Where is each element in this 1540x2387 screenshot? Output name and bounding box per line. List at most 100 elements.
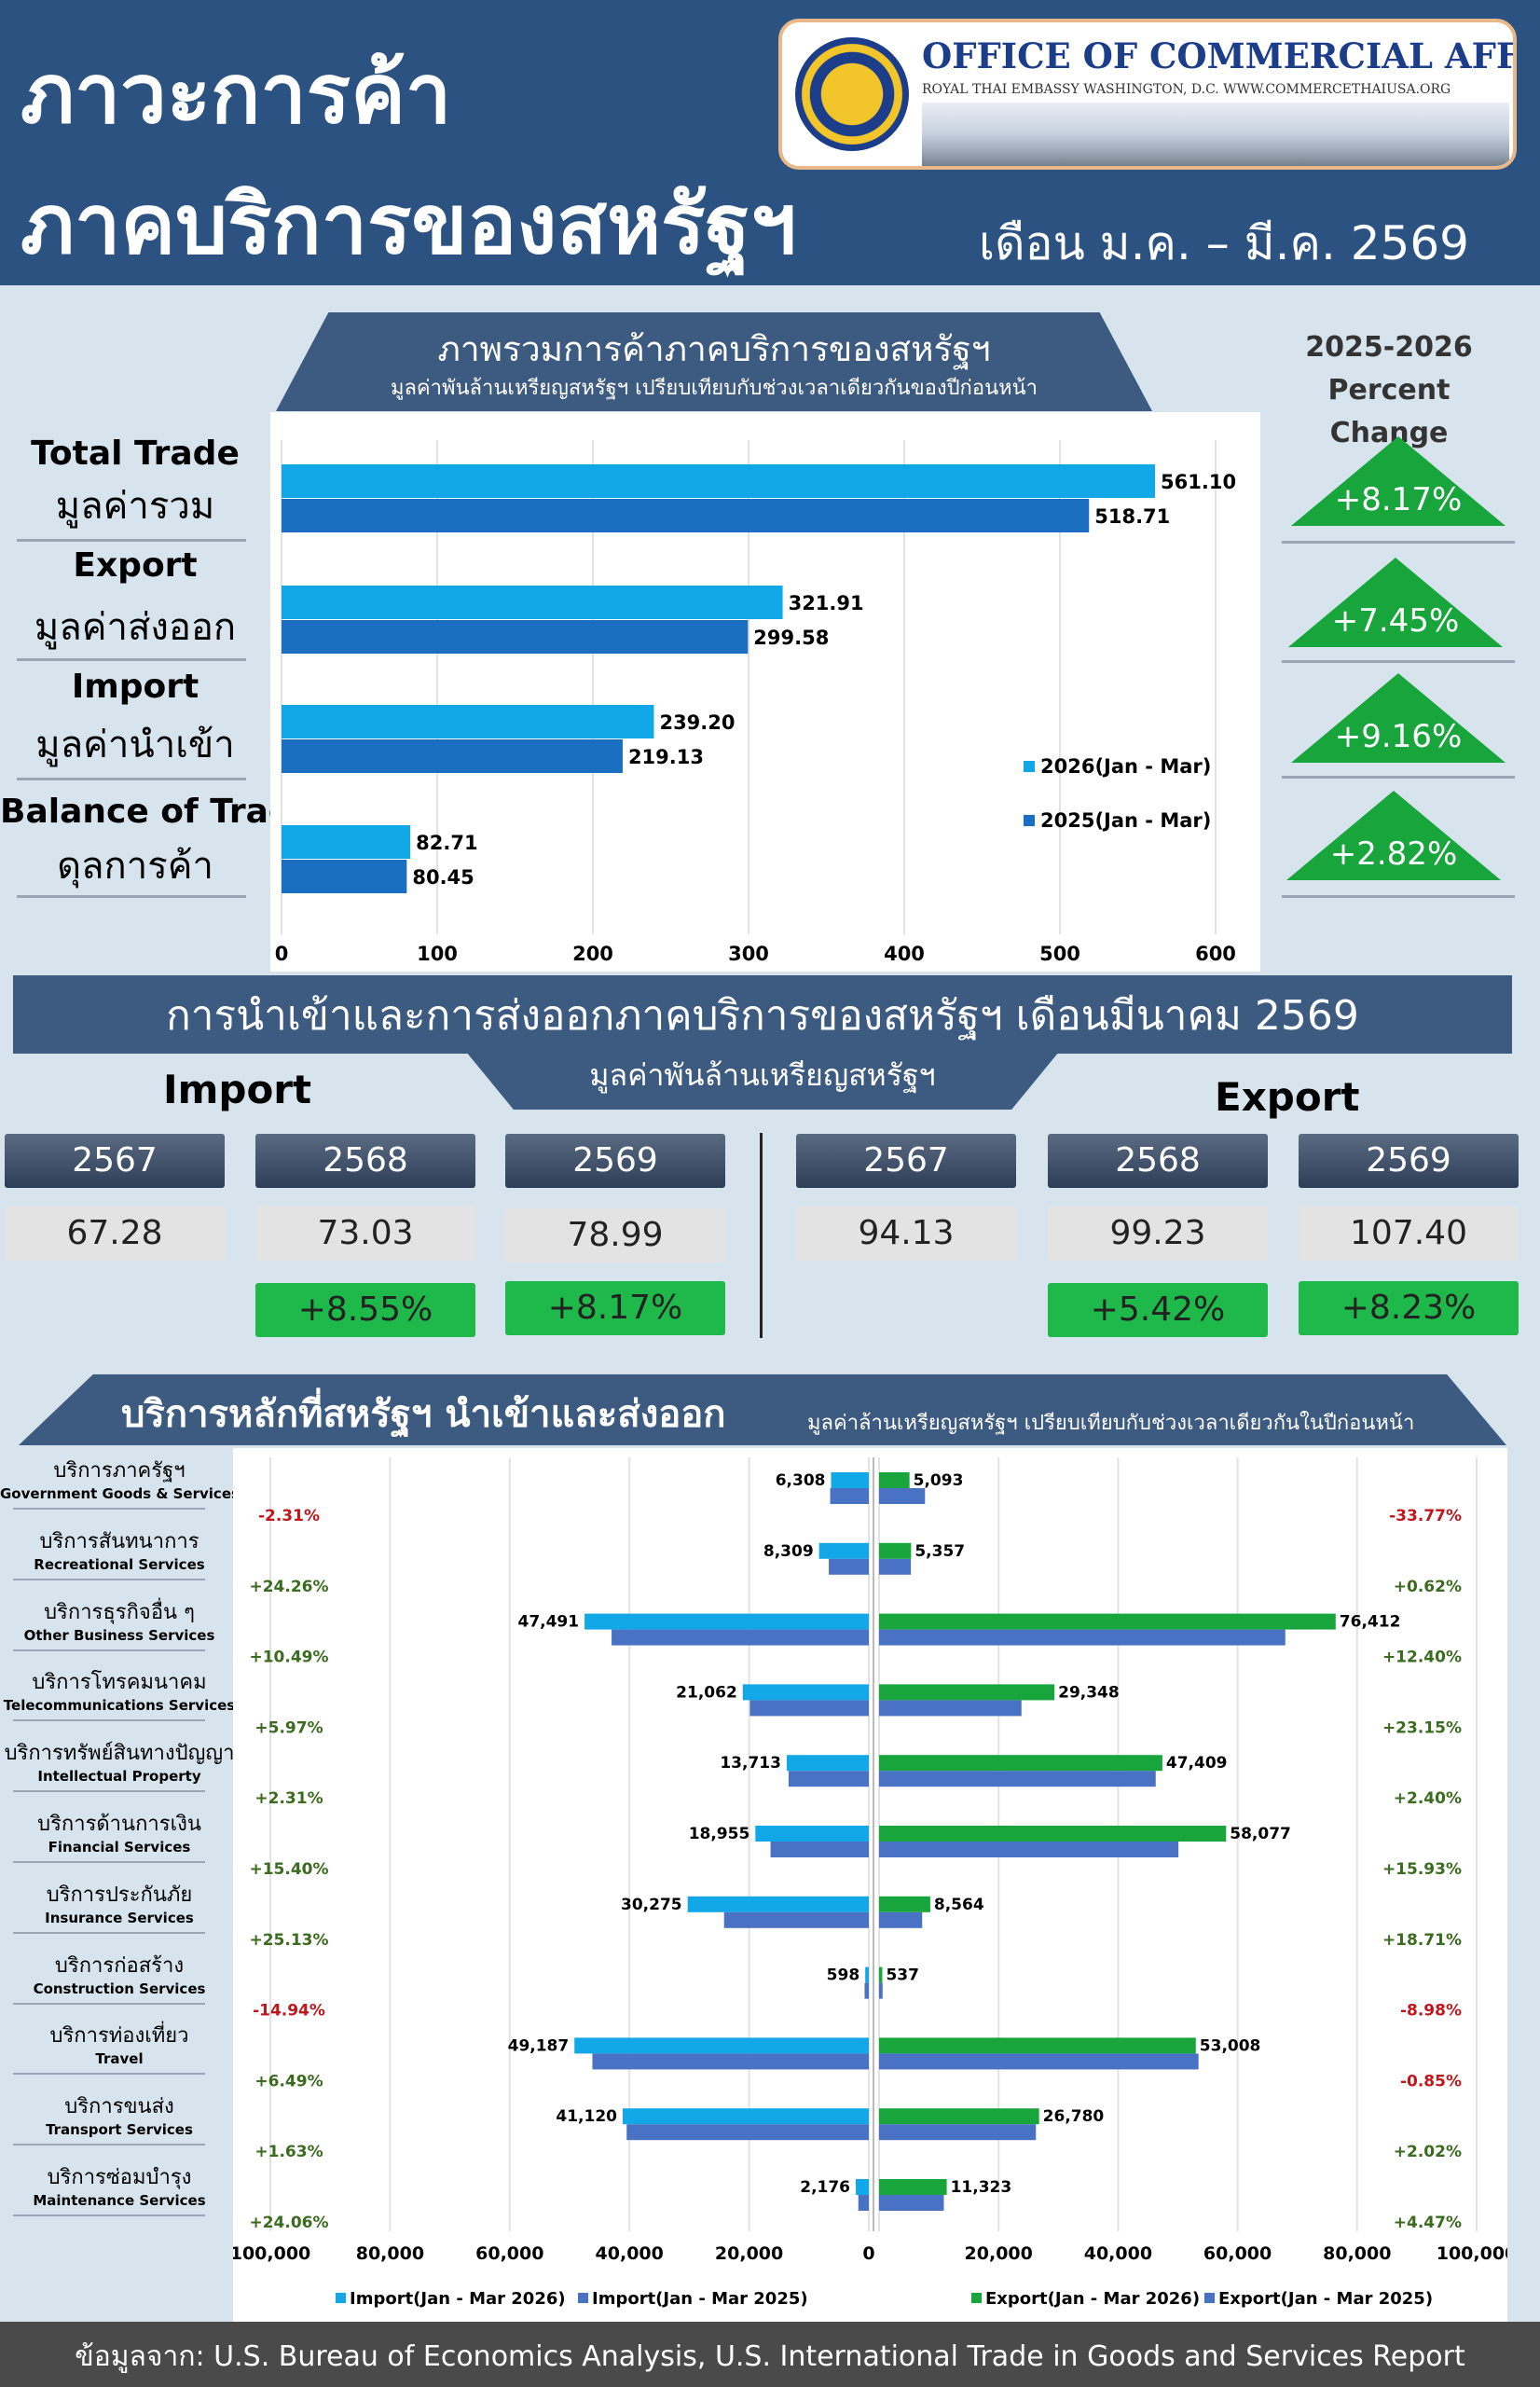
import-2025-bar — [626, 2124, 869, 2141]
bar-value-label: 321.91 — [789, 592, 864, 614]
row-label-import-en: Import — [71, 668, 199, 706]
import-2026-bar — [831, 1472, 869, 1488]
row-divider — [13, 2073, 205, 2076]
category-label-en: Transport Services — [46, 2121, 193, 2139]
export-year-2569: 2569 — [1299, 1134, 1519, 1188]
bar-value-label: 82.71 — [416, 832, 477, 854]
import-value-label: 6,308 — [776, 1471, 826, 1490]
export-value-label: 29,348 — [1058, 1683, 1120, 1702]
category-label-en: Other Business Services — [23, 1626, 215, 1644]
legend-label: 2025(Jan - Mar) — [1040, 809, 1211, 832]
import-2025-bar — [830, 1488, 869, 1504]
export-pct-change: -8.98% — [1400, 2002, 1462, 2021]
x-tick-label: 20,000 — [715, 2243, 783, 2264]
x-tick-label: 100,000 — [233, 2243, 310, 2264]
bar-value-label: 80.45 — [412, 866, 474, 889]
office-logo: OFFICE OF COMMERCIAL AFFAIRS ROYAL THAI … — [778, 19, 1517, 170]
import-2025-bar — [788, 1771, 869, 1787]
row-label-balance-th: ดุลการค้า — [57, 845, 213, 888]
export-2025-bar — [879, 2195, 944, 2211]
export-2026-bar — [879, 1542, 912, 1559]
row-label-total-en: Total Trade — [31, 435, 240, 473]
export-pct-change: +15.93% — [1382, 1860, 1462, 1879]
row-label-export-en: Export — [73, 546, 198, 585]
bar-2025 — [282, 620, 749, 654]
category-label-th: บริการท่องเที่ยว — [49, 2024, 189, 2049]
export-2025-bar — [879, 1629, 1286, 1646]
row-divider — [17, 895, 246, 898]
import-value-label: 30,275 — [621, 1896, 682, 1914]
import-2026-bar — [623, 2108, 869, 2125]
legend-label: Export(Jan - Mar 2025) — [1218, 2289, 1433, 2309]
export-pct-change: -33.77% — [1389, 1507, 1462, 1525]
export-2025-bar — [879, 1911, 923, 1928]
x-tick-label: 500 — [1039, 943, 1080, 965]
export-2026-bar — [879, 1896, 930, 1912]
row-label-total-th: มูลค่ารวม — [55, 485, 215, 528]
export-2026-bar — [879, 1684, 1055, 1701]
monthly-subtitle: มูลค่าพันล้านเหรียญสหรัฐฯ — [589, 1057, 936, 1093]
import-pct-2569: +8.17% — [505, 1281, 725, 1335]
x-tick-label: 60,000 — [1203, 2243, 1272, 2264]
row-divider — [13, 1508, 205, 1510]
import-2025-bar — [749, 1700, 869, 1717]
row-divider — [17, 778, 246, 780]
export-pct-change: +2.40% — [1394, 1789, 1462, 1808]
row-divider — [13, 2144, 205, 2146]
bar-2026 — [282, 825, 411, 859]
import-heading: Import — [163, 1067, 312, 1112]
overview-subtitle: มูลค่าพันล้านเหรียญสหรัฐฯ เปรียบเทียบกับ… — [390, 377, 1038, 400]
row-label-export-th: มูลค่าส่งออก — [34, 606, 237, 649]
pct-import: +9.16% — [1334, 718, 1463, 755]
legend-label: 2026(Jan - Mar) — [1040, 755, 1211, 778]
category-label-th: บริการธุรกิจอื่น ๆ — [44, 1600, 195, 1624]
import-pct-change: -2.31% — [258, 1507, 320, 1525]
import-value-label: 41,120 — [556, 2107, 617, 2126]
category-label-en: Travel — [95, 2050, 144, 2068]
export-pct-2569: +8.23% — [1299, 1281, 1519, 1335]
import-value-2567: 67.28 — [5, 1207, 225, 1261]
category-label-th: บริการโทรคมนาคม — [32, 1671, 207, 1695]
overview-title-band — [276, 312, 1152, 411]
import-value-label: 8,309 — [763, 1542, 814, 1561]
import-2026-bar — [584, 1613, 869, 1630]
export-2026-bar — [879, 1472, 910, 1488]
bar-2025 — [282, 499, 1090, 532]
category-label-en: Government Goods & Services — [0, 1485, 240, 1502]
import-pct-change: +1.63% — [254, 2143, 323, 2161]
export-value-label: 11,323 — [951, 2178, 1012, 2197]
row-divider — [17, 539, 246, 542]
import-2026-bar — [742, 1684, 869, 1701]
export-pct-change: +4.47% — [1394, 2214, 1462, 2232]
export-value-label: 47,409 — [1166, 1754, 1228, 1773]
legend-swatch — [336, 2293, 346, 2303]
import-2025-bar — [829, 1558, 869, 1575]
import-value-label: 18,955 — [689, 1825, 750, 1843]
export-2025-bar — [879, 1982, 883, 1999]
export-value-2569: 107.40 — [1299, 1207, 1519, 1261]
landmarks-image — [922, 103, 1509, 166]
category-label-en: Recreational Services — [34, 1555, 205, 1573]
import-year-2569: 2569 — [505, 1134, 725, 1188]
row-divider — [13, 1719, 205, 1722]
import-value-label: 49,187 — [508, 2036, 570, 2055]
import-2025-bar — [723, 1911, 869, 1928]
legend-swatch — [1204, 2293, 1215, 2303]
export-pct-change: +18.71% — [1382, 1931, 1462, 1950]
category-label-th: บริการทรัพย์สินทางปัญญา — [4, 1742, 235, 1766]
import-2025-bar — [592, 2053, 869, 2070]
services-title: บริการหลักที่สหรัฐฯ นำเข้าและส่งออก — [121, 1393, 726, 1436]
services-subtitle: มูลค่าล้านเหรียญสหรัฐฯ เปรียบเทียบกับช่ว… — [807, 1412, 1415, 1435]
bar-value-label: 561.10 — [1161, 471, 1236, 493]
pct-balance: +2.82% — [1329, 835, 1458, 873]
export-year-2568: 2568 — [1048, 1134, 1268, 1188]
import-2026-bar — [755, 1826, 869, 1842]
pct-export: +7.45% — [1331, 602, 1460, 640]
import-2026-bar — [818, 1542, 869, 1559]
footer-bar — [0, 2322, 1540, 2387]
x-tick-label: 600 — [1195, 943, 1236, 965]
import-value-label: 2,176 — [800, 2178, 850, 2197]
import-value-label: 47,491 — [517, 1613, 579, 1632]
import-2026-bar — [574, 2037, 869, 2054]
export-2026-bar — [879, 2179, 947, 2195]
